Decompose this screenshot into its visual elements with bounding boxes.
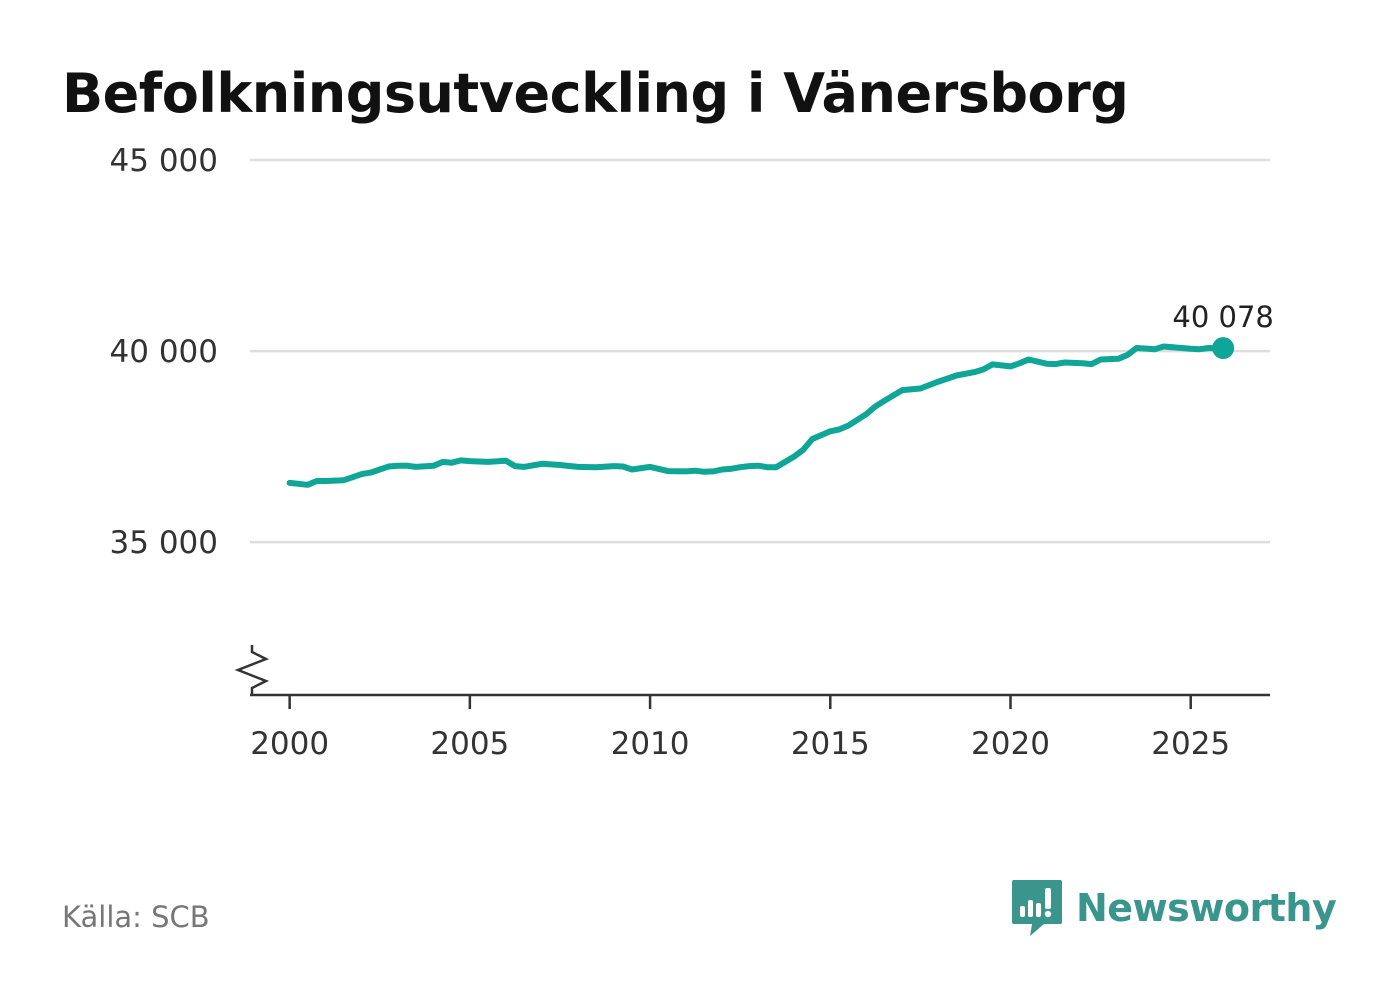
brand-logo[interactable]: Newsworthy	[1010, 878, 1337, 938]
newsworthy-logo-icon	[1012, 880, 1062, 936]
x-tick-label: 2005	[430, 726, 509, 762]
axis-break-icon	[234, 645, 270, 695]
grid-lines	[250, 158, 1270, 544]
y-tick-label: 35 000	[110, 525, 218, 561]
last-value-label: 40 078	[1172, 300, 1273, 334]
y-tick-label: 40 000	[110, 334, 218, 370]
series: 40 078	[286, 300, 1274, 488]
x-tick-label: 2010	[611, 726, 690, 762]
x-tick-label: 2000	[250, 726, 329, 762]
source-text: Källa: SCB	[62, 900, 210, 934]
x-axis	[234, 645, 1270, 709]
chart-title: Befolkningsutveckling i Vänersborg	[62, 62, 1129, 125]
x-tick-label: 2015	[791, 726, 870, 762]
x-axis-labels: 2000 2005 2010 2015 2020 2025	[250, 726, 1230, 762]
series-line	[286, 343, 1227, 488]
x-tick-label: 2025	[1151, 726, 1230, 762]
x-tick-label: 2020	[971, 726, 1050, 762]
y-tick-label: 45 000	[110, 143, 218, 179]
y-axis-labels: 35 000 40 000 45 000	[110, 143, 218, 561]
brand-name: Newsworthy	[1076, 886, 1337, 930]
last-point-marker	[1212, 337, 1235, 360]
